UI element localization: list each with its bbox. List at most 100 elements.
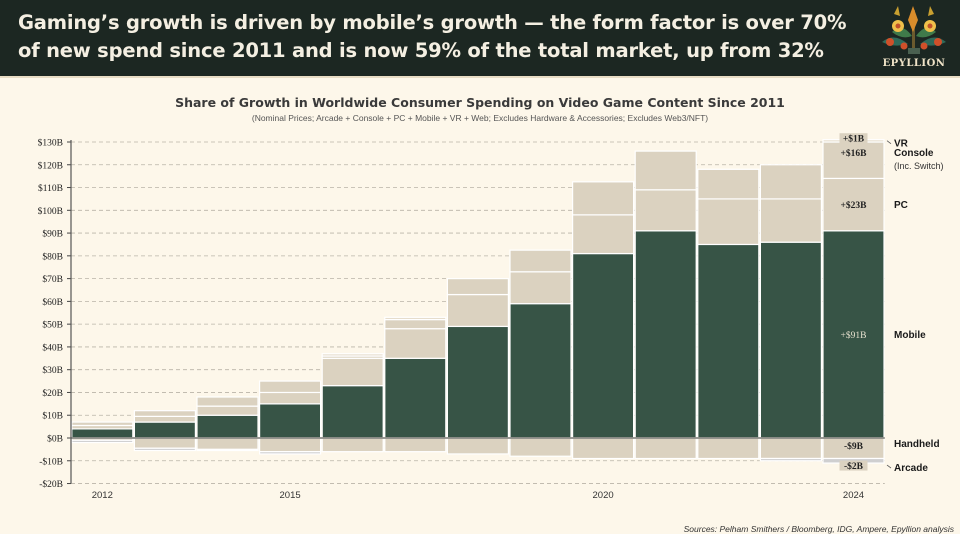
bar-handheld-2016 — [321, 437, 384, 453]
bar-pc-2017 — [384, 328, 447, 359]
legend-label-mobile: Mobile — [894, 330, 926, 341]
legend-label-handheld: Handheld — [894, 439, 940, 450]
y-tick-label: $30B — [42, 365, 63, 376]
bar-console-2013 — [133, 410, 196, 417]
bar-mobile-2024 — [822, 230, 885, 439]
bar-vr-2017 — [384, 316, 447, 321]
bar-pc-2022 — [697, 198, 760, 246]
bar-console-2017 — [384, 318, 447, 330]
x-tick-label: 2024 — [843, 490, 864, 501]
y-tick-label: $20B — [42, 388, 63, 399]
bar-mobile-2012 — [71, 428, 134, 439]
bar-arcade-2014 — [196, 448, 259, 452]
bar-console-2024 — [822, 141, 885, 180]
bar-console-2019 — [509, 249, 572, 273]
bar-pc-2021 — [634, 189, 697, 232]
bar-console-2020 — [571, 181, 635, 216]
sources-note: Sources: Pelham Smithers / Bloomberg, ID… — [683, 524, 954, 534]
y-tick-label: $80B — [42, 251, 63, 262]
bar-handheld-2017 — [384, 437, 447, 453]
arcade-label-bg — [839, 460, 868, 471]
chart-title: Share of Growth in Worldwide Consumer Sp… — [175, 95, 785, 110]
legend-label-vr: VR — [894, 139, 909, 150]
bar-arcade-2023 — [759, 457, 823, 462]
bar-pc-2013 — [133, 415, 196, 423]
bar-console-2023 — [759, 164, 823, 200]
bar-handheld-2015 — [259, 437, 322, 453]
y-axis: -$20B -$10B $0B $10B $20B $30B $40B $50B $60B $70… — [38, 137, 72, 490]
bar-vr-2016 — [321, 353, 384, 357]
headline: Gaming’s growth is driven by mobile’s gr… — [18, 11, 847, 62]
header-banner: Gaming’s growth is driven by mobile’s gr… — [0, 0, 960, 76]
y-tick-label: $60B — [42, 297, 63, 308]
bar-mobile-2022 — [697, 243, 760, 439]
bar-mobile-2018 — [446, 325, 509, 439]
bar-console-2012 — [71, 421, 134, 427]
bar-arcade-2013 — [133, 447, 196, 452]
logo-text: EPYLLION — [882, 58, 946, 69]
annotations: +$1B VR +$16B Console (Inc. Switch) +$23B PC +$… — [839, 133, 944, 474]
x-tick-label: 2015 — [280, 490, 301, 501]
bar-mobile-2013 — [133, 421, 196, 439]
bar-handheld-2022 — [697, 437, 760, 460]
y-tick-label: $100B — [38, 206, 63, 217]
value-label-mobile: +$91B — [841, 330, 867, 341]
y-tick-label: $130B — [38, 137, 63, 148]
bar-mobile-2020 — [571, 252, 635, 439]
bar-pc-2023 — [759, 198, 823, 243]
bar-handheld-2018 — [446, 437, 509, 455]
bar-pc-2019 — [509, 271, 572, 305]
bar-arcade-2012 — [71, 439, 134, 444]
header-divider — [0, 76, 960, 78]
bar-handheld-2023 — [759, 437, 823, 460]
x-tick-label: 2020 — [593, 490, 614, 501]
value-label-pc: +$23B — [841, 200, 868, 211]
bar-mobile-2017 — [384, 357, 447, 439]
legend-label-arcade: Arcade — [894, 463, 928, 474]
value-label-vr: +$1B — [843, 134, 865, 145]
bar-console-2022 — [697, 168, 760, 200]
bar-arcade-2015 — [259, 451, 322, 455]
leader-line — [886, 140, 892, 145]
y-tick-label: $110B — [38, 183, 63, 194]
y-tick-label: $0B — [47, 434, 63, 445]
legend-sublabel-console: (Inc. Switch) — [894, 161, 944, 171]
x-axis: 2012 2015 2020 2024 — [92, 490, 864, 501]
x-tick-label: 2012 — [92, 490, 113, 501]
value-label-arcade: -$2B — [844, 461, 864, 472]
y-tick-label: $10B — [42, 411, 63, 422]
leader-line — [886, 464, 892, 469]
logo: EPYLLION — [872, 2, 956, 74]
bar-handheld-2014 — [196, 437, 259, 450]
y-tick-label: $120B — [38, 160, 63, 171]
y-tick-label: -$10B — [39, 456, 63, 467]
vr-label-bg — [839, 133, 868, 144]
y-tick-label: $90B — [42, 229, 63, 240]
bar-pc-2020 — [571, 214, 635, 255]
bar-handheld-2013 — [133, 437, 196, 449]
bar-mobile-2023 — [759, 241, 823, 439]
bar-handheld-2020 — [571, 437, 635, 460]
bar-mobile-2016 — [321, 385, 384, 439]
value-label-console: +$16B — [841, 148, 868, 159]
bar-pc-2016 — [321, 357, 384, 387]
floral-tree-icon — [882, 6, 946, 54]
bar-pc-2024 — [822, 177, 885, 232]
y-tick-label: $70B — [42, 274, 63, 285]
bar-console-2021 — [634, 150, 697, 191]
chart-subtitle: (Nominal Prices; Arcade + Console + PC +… — [251, 113, 709, 123]
bar-handheld-2019 — [509, 437, 572, 457]
bar-pc-2018 — [446, 293, 509, 328]
bar-mobile-2015 — [259, 403, 322, 439]
bar-handheld-2021 — [634, 437, 697, 460]
y-tick-label: $40B — [42, 342, 63, 353]
bar-mobile-2014 — [196, 414, 259, 439]
bar-mobile-2021 — [634, 230, 697, 439]
bar-pc-2015 — [259, 391, 322, 405]
bar-pc-2014 — [196, 405, 259, 416]
legend-label-console: Console — [894, 148, 934, 159]
value-label-handheld: -$9B — [844, 441, 864, 452]
bar-console-2018 — [446, 278, 509, 296]
bar-console-2015 — [259, 380, 322, 394]
